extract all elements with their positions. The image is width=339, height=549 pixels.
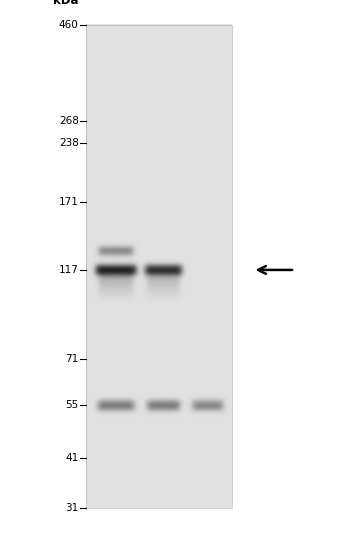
Text: 171: 171	[59, 197, 79, 207]
Text: 238: 238	[59, 138, 79, 148]
Text: kDa: kDa	[53, 0, 79, 7]
Text: 31: 31	[65, 503, 79, 513]
Text: 71: 71	[65, 355, 79, 365]
Text: 117: 117	[59, 265, 79, 275]
Text: 460: 460	[59, 20, 79, 30]
Text: 55: 55	[65, 400, 79, 410]
Bar	[86, 25, 232, 508]
Text: 268: 268	[59, 116, 79, 126]
Text: 41: 41	[65, 453, 79, 463]
